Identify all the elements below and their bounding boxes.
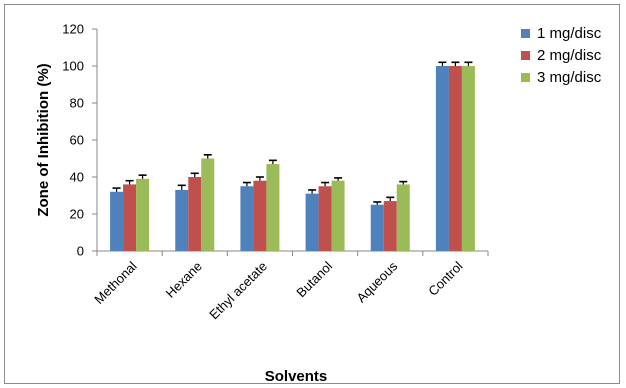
bar bbox=[123, 184, 137, 251]
bar bbox=[253, 180, 267, 251]
bar bbox=[305, 193, 319, 251]
y-axis-title: Zone of Inhibition (%) bbox=[35, 63, 52, 216]
category-label: Hexane bbox=[163, 259, 205, 301]
bars-layer bbox=[110, 61, 475, 251]
bar bbox=[201, 158, 215, 251]
y-tick-label: 20 bbox=[70, 207, 84, 222]
legend: 1 mg/disc 2 mg/disc 3 mg/disc bbox=[521, 25, 602, 86]
bar bbox=[435, 66, 449, 251]
bar bbox=[240, 186, 254, 251]
bar bbox=[461, 66, 475, 251]
bar bbox=[136, 178, 150, 251]
bar bbox=[318, 186, 332, 251]
y-tick-label: 0 bbox=[77, 244, 84, 259]
category-label: Butanol bbox=[293, 258, 335, 300]
bar bbox=[188, 177, 202, 251]
y-tick-label: 100 bbox=[62, 59, 84, 74]
bar bbox=[396, 184, 410, 251]
legend-swatch bbox=[521, 51, 530, 60]
legend-swatch bbox=[521, 73, 530, 82]
y-tick-label: 120 bbox=[62, 22, 84, 37]
bar bbox=[370, 204, 384, 251]
legend-label: 1 mg/disc bbox=[537, 25, 602, 42]
y-tick-label: 60 bbox=[70, 133, 84, 148]
category-label: Methonal bbox=[91, 258, 140, 307]
bar bbox=[331, 180, 345, 251]
legend-label: 3 mg/disc bbox=[537, 69, 602, 86]
bar bbox=[448, 66, 462, 251]
legend-swatch bbox=[521, 29, 530, 38]
y-tick-label: 40 bbox=[70, 170, 84, 185]
bar bbox=[266, 164, 280, 251]
category-label: Aqueous bbox=[353, 258, 400, 305]
bar bbox=[383, 201, 397, 251]
y-tick-label: 80 bbox=[70, 96, 84, 111]
legend-label: 2 mg/disc bbox=[537, 47, 602, 64]
bar bbox=[175, 189, 189, 251]
category-label: Control bbox=[425, 258, 465, 298]
bar bbox=[110, 191, 124, 251]
x-axis-title: Solvents bbox=[265, 368, 328, 385]
category-label: Ethyl acetate bbox=[206, 259, 270, 323]
